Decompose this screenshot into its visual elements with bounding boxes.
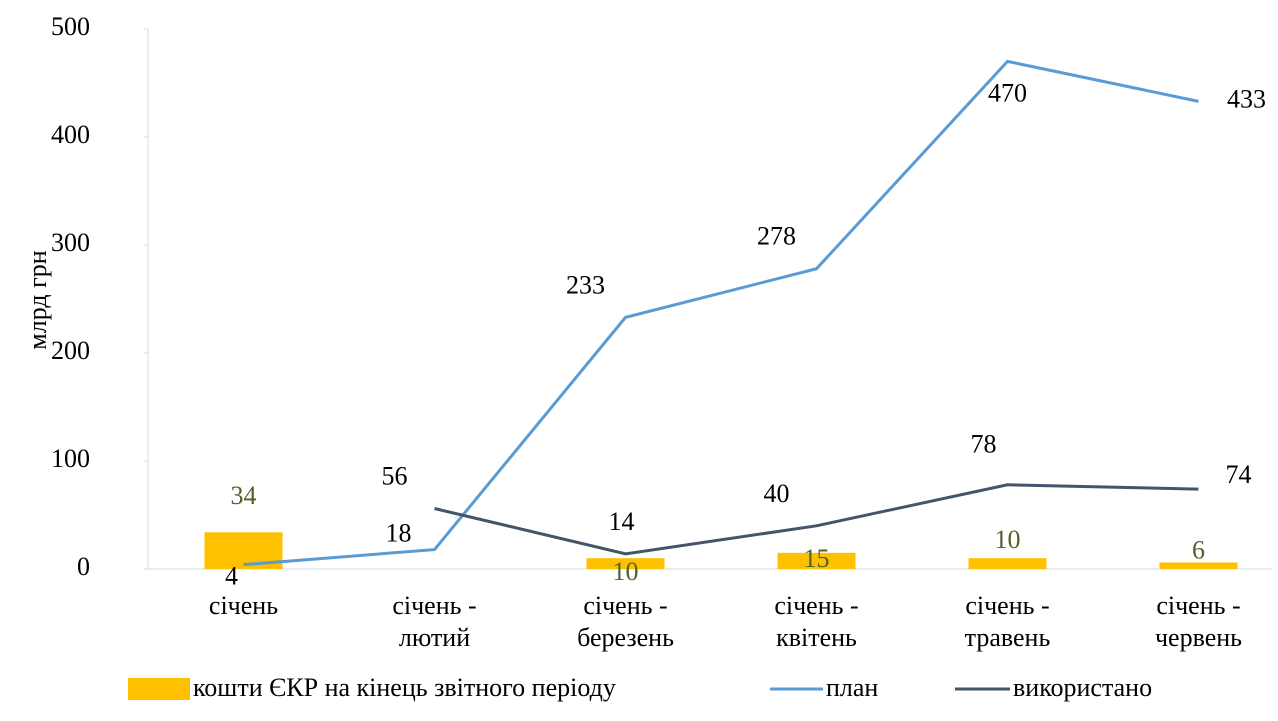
data-label: 470 [988,78,1027,107]
y-tick-label: 400 [51,120,90,149]
y-tick-label: 200 [51,336,90,365]
data-label: 34 [231,481,257,510]
legend-label: кошти ЄКР на кінець звітного періоду [193,673,616,702]
x-tick-label: січень - лютий [392,591,477,652]
data-label: 278 [757,222,796,251]
legend-swatch [128,678,190,700]
data-label: 10 [995,525,1021,554]
x-tick-label: січень - червень [1154,591,1243,652]
data-label: 15 [804,544,830,573]
data-label: 14 [609,507,635,536]
data-label: 4 [225,562,238,591]
bar [1159,562,1238,569]
legend-label: використано [1013,673,1152,702]
x-tick-label: січень - березень [577,591,674,652]
data-label: 74 [1226,460,1252,489]
data-label: 6 [1192,535,1205,564]
y-axis-label: млрд грн [23,250,52,349]
bar [777,552,856,569]
bar [968,558,1047,569]
bar [586,558,665,569]
legend-label: план [826,673,878,702]
data-label: 40 [764,479,790,508]
x-tick-label: січень [208,591,279,620]
x-tick-label: січень - квітень [774,591,859,652]
data-label: 78 [971,430,997,459]
x-tick-label: січень - травень [964,591,1051,652]
data-label: 10 [613,557,639,586]
data-label: 56 [382,461,408,490]
data-label: 233 [566,270,605,299]
line [434,483,1199,556]
line [243,59,1199,567]
y-tick-label: 500 [51,12,90,41]
y-tick-label: 300 [51,228,90,257]
data-label: 18 [386,519,412,548]
data-label: 433 [1227,84,1266,113]
y-tick-label: 0 [77,552,90,581]
y-tick-label: 100 [51,444,90,473]
